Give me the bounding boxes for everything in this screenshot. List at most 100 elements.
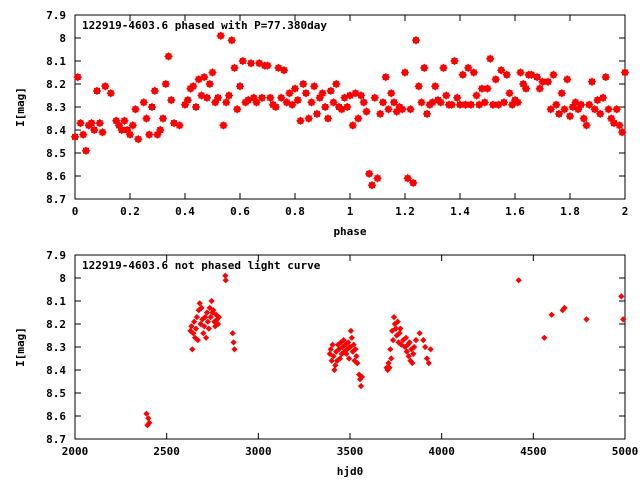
data-point-overlay: [275, 64, 282, 71]
data-point: [215, 313, 223, 321]
data-point: [403, 348, 410, 355]
y-tick-label: 8.1: [46, 295, 66, 308]
data-point-overlay: [382, 74, 389, 81]
data-point-overlay: [410, 179, 417, 186]
data-point: [207, 313, 214, 321]
data-point-overlay: [495, 101, 502, 108]
data-point-overlay: [509, 101, 516, 108]
data-point-overlay: [264, 62, 271, 69]
data-point-overlay: [528, 71, 535, 78]
data-point-overlay: [575, 106, 582, 113]
data-point: [420, 336, 427, 344]
data-point-overlay: [597, 110, 604, 117]
y-tick-label: 8: [59, 32, 66, 45]
data-point-overlay: [567, 113, 573, 120]
data-point-overlay: [168, 97, 175, 104]
data-point-overlay: [432, 83, 439, 90]
data-point-overlay: [490, 101, 496, 108]
data-point-overlay: [135, 136, 142, 143]
data-point: [340, 336, 347, 344]
data-point: [332, 362, 339, 369]
data-point: [389, 336, 397, 344]
x-axis-title: hjd0: [337, 465, 364, 478]
data-point-overlay: [448, 101, 455, 108]
y-tick-label: 8.3: [46, 341, 66, 354]
data-point-overlay: [253, 99, 260, 106]
data-point: [396, 330, 403, 337]
data-point-overlay: [487, 55, 494, 62]
y-tick-label: 8.6: [46, 410, 66, 423]
data-point-overlay: [333, 81, 340, 87]
data-point-overlay: [305, 115, 312, 122]
data-point: [358, 373, 366, 381]
data-point-overlay: [468, 101, 474, 108]
data-point-overlay: [553, 101, 560, 108]
data-point-overlay: [476, 101, 483, 108]
data-point-overlay: [613, 106, 620, 113]
x-tick-label: 1: [347, 205, 354, 218]
data-point-overlay: [212, 99, 219, 106]
data-point-overlay: [344, 104, 351, 110]
data-point: [386, 364, 393, 371]
data-point: [515, 277, 522, 284]
y-tick-label: 8.6: [46, 170, 66, 183]
data-point-overlay: [470, 69, 477, 76]
y-tick-label: 8: [59, 272, 66, 285]
data-point: [331, 366, 338, 374]
data-point-overlay: [102, 83, 109, 90]
data-point-overlay: [602, 74, 609, 81]
data-point-overlay: [99, 129, 106, 136]
data-point-overlay: [292, 85, 298, 92]
x-tick-label: 4000: [428, 445, 455, 458]
data-point-overlay: [479, 85, 485, 92]
data-point: [394, 318, 401, 325]
data-point-overlay: [319, 90, 326, 97]
data-point-overlay: [586, 101, 593, 108]
data-point-overlay: [157, 127, 164, 133]
data-point-overlay: [325, 115, 331, 122]
data-point-overlay: [440, 64, 447, 71]
data-point-overlay: [91, 127, 98, 133]
data-point-overlay: [429, 99, 436, 106]
data-point-overlay: [564, 76, 571, 83]
data-point: [388, 355, 395, 362]
data-point-overlay: [311, 83, 318, 90]
data-point-overlay: [349, 122, 356, 129]
data-point-overlay: [182, 101, 188, 108]
data-point-overlay: [314, 110, 320, 117]
data-point: [618, 293, 625, 300]
x-tick-label: 0.8: [285, 205, 305, 218]
data-point-overlay: [234, 106, 241, 113]
data-point-overlay: [107, 90, 114, 97]
data-point-overlay: [206, 81, 213, 87]
data-point-overlay: [371, 94, 378, 101]
x-tick-label: 1.4: [450, 205, 470, 218]
unphased-plot: 2000 2500 3000 3500 4000 4500 5000 7.9 8 8.1 8.2 8.…: [14, 249, 638, 478]
data-point-overlay: [289, 101, 296, 108]
y-tick-label: 8.5: [46, 387, 66, 400]
data-point-overlay: [209, 69, 216, 76]
data-point-overlay: [250, 94, 257, 101]
y-tick-label: 8.1: [46, 55, 66, 68]
data-point: [354, 359, 361, 367]
data-point: [422, 343, 429, 351]
data-point-overlay: [459, 71, 466, 78]
data-point: [541, 334, 548, 341]
data-point-overlay: [132, 106, 139, 113]
data-point-overlay: [237, 83, 243, 90]
data-point-overlay: [600, 94, 606, 101]
data-point-overlay: [171, 120, 177, 127]
data-point-overlay: [421, 64, 428, 71]
x-tick-label: 2500: [153, 445, 180, 458]
data-point-overlay: [184, 97, 191, 104]
data-point-overlay: [80, 131, 87, 138]
data-point-overlay: [231, 64, 238, 71]
data-point-overlay: [418, 99, 425, 106]
data-point-overlay: [294, 97, 301, 104]
data-point-overlay: [503, 71, 510, 78]
data-point-overlay: [363, 108, 370, 115]
data-point-overlay: [267, 94, 274, 101]
data-point-overlay: [583, 122, 590, 129]
y-tick-label: 7.9: [46, 9, 66, 22]
data-point-overlay: [462, 101, 469, 108]
